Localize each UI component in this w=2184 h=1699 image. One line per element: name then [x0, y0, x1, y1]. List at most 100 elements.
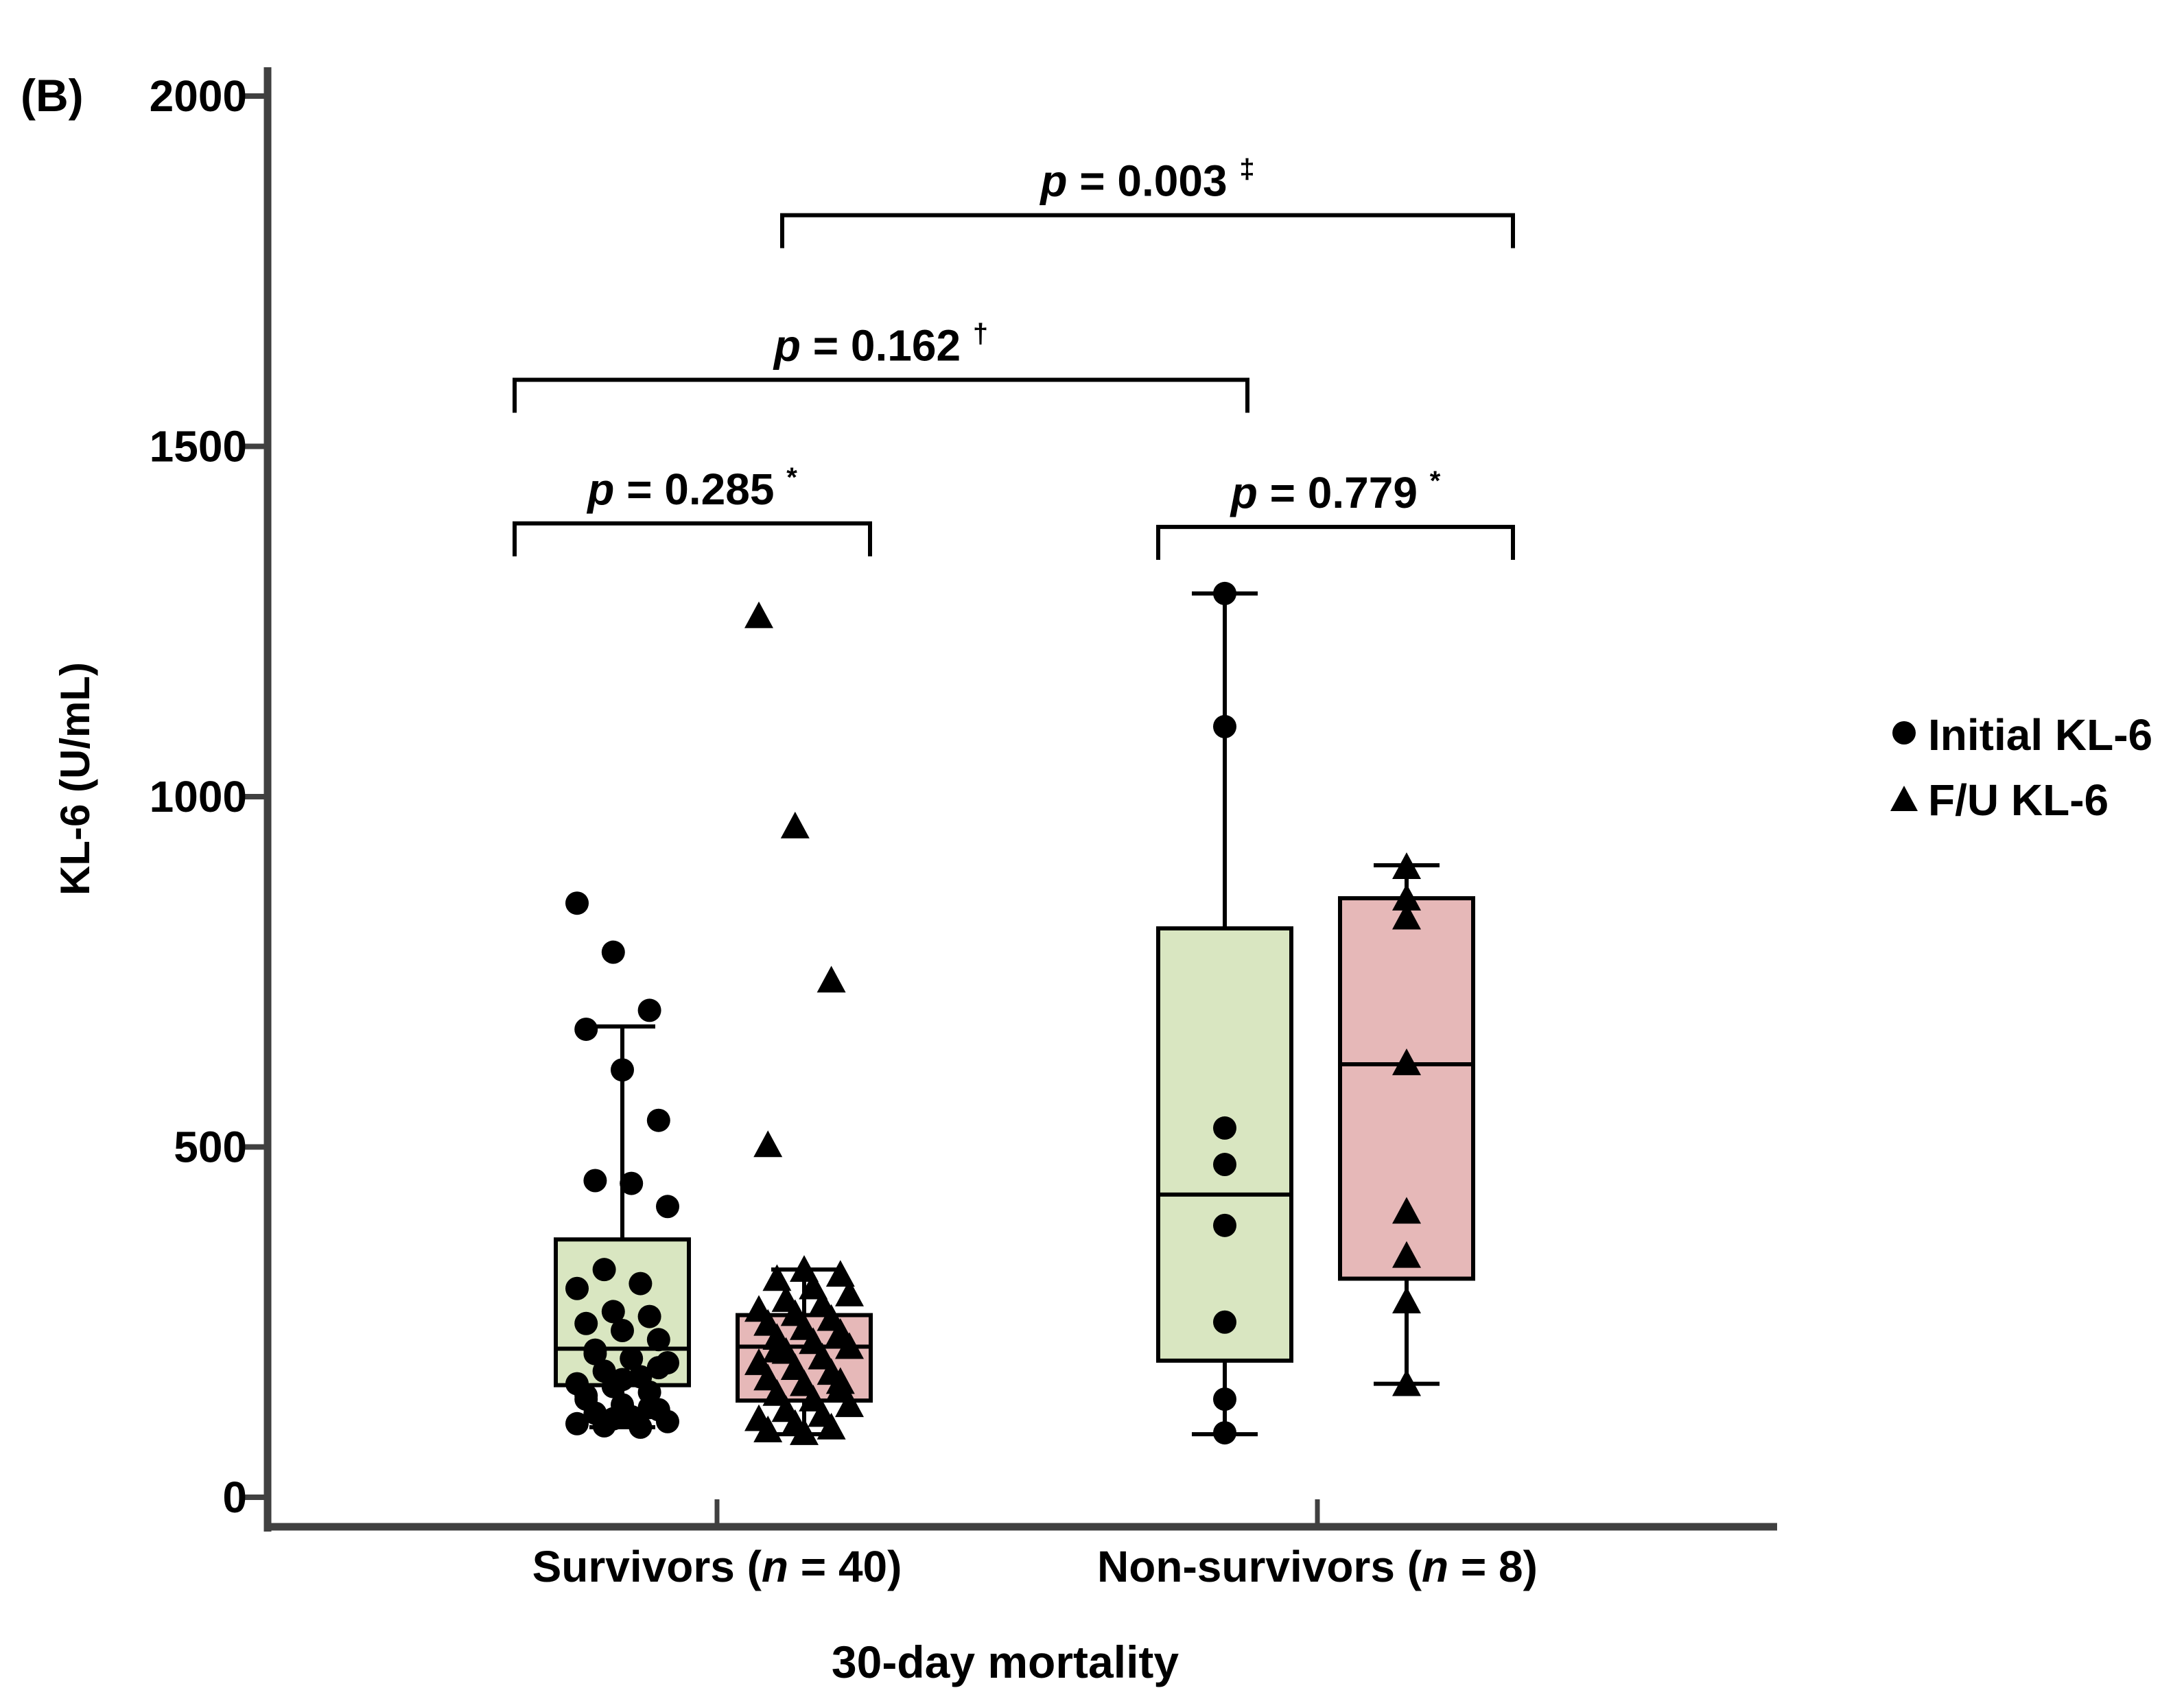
data-point-circle: [601, 1407, 625, 1431]
data-point-triangle: [790, 1255, 819, 1282]
p-value: = 0.162: [801, 321, 973, 371]
data-point-circle: [1213, 1310, 1236, 1334]
x-tick-label-prefix: Survivors (: [532, 1542, 762, 1591]
legend: Initial KL-6 F/U KL-6: [1890, 710, 2152, 825]
panel-label: (B): [21, 70, 84, 121]
p-symbol: p: [586, 465, 614, 514]
x-ticks: Survivors (n = 40) Non-survivors (n = 8): [532, 1499, 1538, 1591]
data-point-circle: [574, 1017, 598, 1041]
data-point-triangle: [1392, 852, 1421, 879]
p-symbol: p: [1230, 468, 1258, 517]
data-point-circle: [646, 1108, 670, 1132]
data-point-triangle: [835, 1279, 864, 1307]
data-point-triangle: [1392, 1287, 1421, 1313]
data-point-triangle: [762, 1335, 792, 1363]
y-tick-label: 1000: [150, 772, 247, 821]
data-point-triangle: [1392, 884, 1421, 911]
data-point-circle: [611, 1058, 634, 1082]
box-plots: [554, 581, 1475, 1445]
box-group-1: [736, 601, 873, 1445]
p-value-label: p = 0.779 *: [1230, 466, 1441, 517]
legend-label-fu: F/U KL-6: [1928, 775, 2109, 825]
x-tick-label-n: n: [762, 1542, 788, 1591]
data-point-circle: [1213, 581, 1236, 605]
data-point-circle: [583, 1169, 607, 1193]
p-value-label: p = 0.162 †: [773, 319, 988, 371]
data-point-circle: [656, 1195, 679, 1219]
data-point-triangle: [753, 1415, 783, 1442]
data-point-circle: [637, 998, 661, 1022]
bracket-line: [780, 213, 1515, 248]
data-point-triangle: [1392, 1197, 1421, 1224]
data-point-triangle: [1392, 1369, 1421, 1396]
data-point-circle: [601, 1300, 625, 1324]
data-point-triangle: [835, 1332, 864, 1359]
data-point-triangle: [817, 965, 846, 993]
p-value: = 0.779: [1258, 468, 1430, 517]
data-point-circle: [629, 1272, 653, 1296]
p-value-label: p = 0.285 *: [586, 462, 797, 514]
data-point-circle: [1213, 1213, 1236, 1237]
x-tick-label-suffix: = 40): [788, 1542, 902, 1591]
data-point-triangle: [825, 1367, 855, 1394]
p-value: = 0.003: [1067, 156, 1239, 206]
data-point-circle: [629, 1415, 653, 1439]
data-point-triangle: [762, 1264, 792, 1291]
box-group-3: [1338, 852, 1475, 1396]
y-ticks: 0 500 1000 1500 2000: [150, 71, 268, 1522]
data-point-circle: [646, 1328, 670, 1352]
data-point-circle: [1213, 1387, 1236, 1411]
data-point-triangle: [799, 1272, 828, 1300]
data-point-circle: [611, 1319, 634, 1343]
data-point-circle: [637, 1396, 661, 1420]
data-point-triangle: [817, 1412, 846, 1440]
data-point-circle: [565, 891, 589, 915]
data-point-circle: [583, 1338, 607, 1362]
bracket-1: p = 0.779 *: [1156, 466, 1515, 560]
y-tick-label: 2000: [150, 71, 247, 121]
box-group-0: [554, 891, 691, 1439]
data-point-triangle: [790, 1418, 819, 1445]
data-point-circle: [574, 1311, 598, 1335]
legend-label-initial: Initial KL-6: [1928, 710, 2152, 760]
bracket-0: p = 0.285 *: [513, 462, 872, 556]
data-point-triangle: [825, 1260, 855, 1287]
data-point-circle: [1213, 1421, 1236, 1445]
data-point-circle: [565, 1411, 589, 1436]
y-axis-label: KL-6 (U/mL): [52, 662, 98, 895]
data-point-triangle: [753, 1130, 783, 1158]
y-tick-label: 1500: [150, 422, 247, 471]
p-symbol: p: [773, 321, 801, 371]
data-point-circle: [656, 1409, 679, 1433]
data-point-circle: [611, 1368, 634, 1392]
bracket-2: p = 0.162 †: [513, 319, 1249, 413]
bracket-3: p = 0.003 ‡: [780, 154, 1515, 248]
x-tick-label: Non-survivors (n = 8): [1097, 1542, 1538, 1591]
p-value-label: p = 0.003 ‡: [1039, 154, 1254, 206]
data-point-circle: [620, 1171, 644, 1195]
x-tick-label-suffix: = 8): [1448, 1542, 1538, 1591]
data-point-circle: [1213, 714, 1236, 738]
data-point-triangle: [780, 811, 810, 839]
box-iqr: [1156, 926, 1293, 1363]
triangle-icon: [1890, 786, 1918, 811]
data-point-circle: [646, 1356, 670, 1380]
data-point-circle: [637, 1304, 661, 1328]
x-tick-label-prefix: Non-survivors (: [1097, 1542, 1422, 1591]
y-tick-label: 500: [174, 1123, 247, 1172]
x-tick-label-n: n: [1422, 1542, 1448, 1591]
x-axis-label: 30-day mortality: [832, 1637, 1179, 1687]
data-point-circle: [574, 1383, 598, 1407]
box-group-2: [1156, 581, 1293, 1445]
bracket-line: [513, 521, 872, 556]
data-point-circle: [601, 940, 625, 964]
data-point-triangle: [744, 601, 773, 629]
bracket-line: [513, 377, 1249, 413]
significance-mark: *: [1430, 466, 1441, 496]
data-point-circle: [565, 1276, 589, 1300]
data-point-triangle: [1392, 1048, 1421, 1075]
significance-mark: †: [973, 319, 988, 349]
circle-icon: [1892, 721, 1916, 745]
significance-mark: *: [786, 462, 797, 493]
